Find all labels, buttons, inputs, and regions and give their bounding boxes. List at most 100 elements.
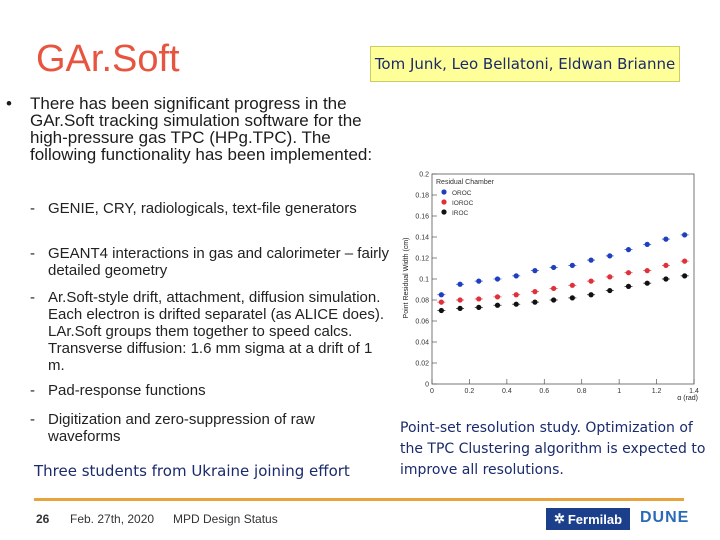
sub-item: - GEANT4 interactions in gas and calorim… bbox=[30, 245, 390, 279]
data-point bbox=[476, 279, 481, 284]
footer-date: Feb. 27th, 2020 bbox=[70, 512, 154, 526]
data-point bbox=[570, 283, 575, 288]
data-point bbox=[457, 306, 462, 311]
data-point bbox=[626, 247, 631, 252]
bullet-icon: • bbox=[6, 95, 12, 112]
data-point bbox=[495, 276, 500, 281]
data-point bbox=[457, 297, 462, 302]
sub-item: - Digitization and zero-suppression of r… bbox=[30, 411, 390, 445]
y-tick-label: 0.1 bbox=[419, 277, 429, 284]
chart-caption: Point-set resolution study. Optimization… bbox=[400, 418, 720, 481]
data-point bbox=[588, 279, 593, 284]
data-point bbox=[495, 303, 500, 308]
dune-logo: DUNE bbox=[640, 509, 689, 527]
data-point bbox=[682, 259, 687, 264]
y-tick-label: 0.18 bbox=[415, 193, 429, 200]
main-bullet: • There has been significant progress in… bbox=[6, 95, 386, 163]
data-point bbox=[439, 300, 444, 305]
x-tick-label: 0 bbox=[430, 388, 434, 395]
sub-item: - Ar.Soft-style drift, attachment, diffu… bbox=[30, 289, 390, 374]
x-tick-label: 0.2 bbox=[465, 388, 475, 395]
y-axis-label: Point Residual Width (cm) bbox=[403, 238, 410, 319]
sub-item-text: Ar.Soft-style drift, attachment, diffusi… bbox=[48, 289, 390, 374]
data-point bbox=[570, 263, 575, 268]
sub-item: - GENIE, CRY, radiologicals, text-file g… bbox=[30, 200, 390, 217]
data-point bbox=[476, 296, 481, 301]
legend-label: IOROC bbox=[452, 200, 474, 207]
residual-chart: Point Residual Width (cm) α (rad) 0 0.02 0… bbox=[398, 168, 708, 404]
data-point bbox=[476, 305, 481, 310]
fermilab-icon: ✲ bbox=[554, 511, 565, 527]
data-point bbox=[514, 292, 519, 297]
data-point bbox=[551, 286, 556, 291]
x-tick-label: 0.8 bbox=[577, 388, 587, 395]
legend-marker bbox=[441, 189, 446, 194]
dash-icon: - bbox=[30, 411, 35, 428]
fermilab-logo: ✲ Fermilab bbox=[546, 508, 630, 530]
y-tick-label: 0.14 bbox=[415, 235, 429, 242]
page-number: 26 bbox=[36, 512, 49, 526]
sub-item-text: GEANT4 interactions in gas and calorimet… bbox=[48, 245, 390, 279]
data-point bbox=[626, 284, 631, 289]
data-point bbox=[682, 273, 687, 278]
data-point bbox=[495, 294, 500, 299]
legend-label: OROC bbox=[452, 190, 472, 197]
data-point bbox=[532, 268, 537, 273]
data-point bbox=[439, 308, 444, 313]
x-tick-label: 1.2 bbox=[652, 388, 662, 395]
y-tick-label: 0.06 bbox=[415, 319, 429, 326]
y-tick-label: 0.02 bbox=[415, 361, 429, 368]
data-point bbox=[607, 253, 612, 258]
x-tick-label: 1 bbox=[617, 388, 621, 395]
sub-item-text: GENIE, CRY, radiologicals, text-file gen… bbox=[48, 200, 390, 217]
legend-marker bbox=[441, 209, 446, 214]
dash-icon: - bbox=[30, 382, 35, 399]
x-tick-label: 0.4 bbox=[502, 388, 512, 395]
data-point bbox=[663, 276, 668, 281]
legend-label: IROC bbox=[452, 210, 469, 217]
data-point bbox=[570, 295, 575, 300]
data-point bbox=[457, 282, 462, 287]
legend-marker bbox=[441, 199, 446, 204]
data-point bbox=[439, 292, 444, 297]
data-point bbox=[626, 270, 631, 275]
legend-title: Residual Chamber bbox=[436, 179, 495, 186]
data-point bbox=[532, 289, 537, 294]
data-point bbox=[682, 232, 687, 237]
data-point bbox=[588, 292, 593, 297]
dash-icon: - bbox=[30, 200, 35, 217]
data-point bbox=[645, 242, 650, 247]
x-tick-label: 0.6 bbox=[539, 388, 549, 395]
data-point bbox=[588, 258, 593, 263]
sub-item: - Pad-response functions bbox=[30, 382, 390, 399]
y-tick-label: 0.16 bbox=[415, 214, 429, 221]
x-axis-label: α (rad) bbox=[677, 395, 698, 402]
y-tick-label: 0 bbox=[425, 382, 429, 389]
data-point bbox=[532, 300, 537, 305]
data-point bbox=[514, 302, 519, 307]
footer-event: MPD Design Status bbox=[173, 512, 278, 526]
chart-points bbox=[437, 232, 688, 313]
data-point bbox=[607, 274, 612, 279]
data-point bbox=[551, 297, 556, 302]
dash-icon: - bbox=[30, 245, 35, 262]
students-note: Three students from Ukraine joining effo… bbox=[34, 462, 350, 480]
data-point bbox=[551, 265, 556, 270]
data-point bbox=[607, 288, 612, 293]
authors-box: Tom Junk, Leo Bellatoni, Eldwan Brianne bbox=[370, 46, 680, 82]
data-point bbox=[514, 273, 519, 278]
data-point bbox=[645, 281, 650, 286]
sub-item-text: Digitization and zero-suppression of raw… bbox=[48, 411, 390, 445]
y-tick-label: 0.08 bbox=[415, 298, 429, 305]
chart-legend: Residual Chamber OROC IOROC IROC bbox=[436, 179, 495, 217]
data-point bbox=[663, 263, 668, 268]
data-point bbox=[663, 237, 668, 242]
bullet-text: There has been significant progress in t… bbox=[30, 95, 386, 163]
y-tick-label: 0.04 bbox=[415, 340, 429, 347]
footer-rule bbox=[34, 498, 684, 501]
slide-title: GAr.Soft bbox=[36, 38, 180, 81]
data-point bbox=[645, 268, 650, 273]
fermilab-logo-text: Fermilab bbox=[568, 512, 622, 527]
sub-item-text: Pad-response functions bbox=[48, 382, 390, 399]
dash-icon: - bbox=[30, 289, 35, 306]
